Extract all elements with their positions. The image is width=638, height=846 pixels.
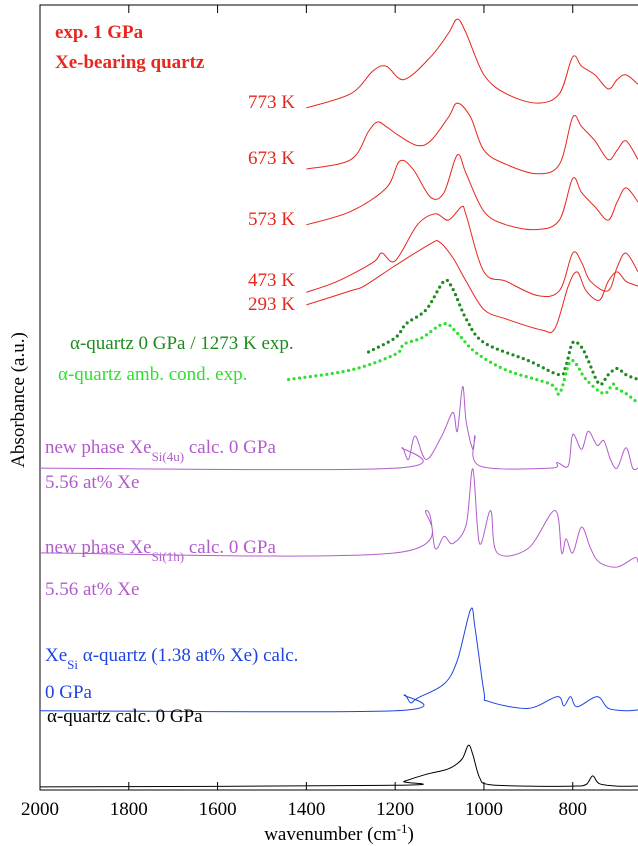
annotation-part: α-quartz calc. 0 GPa [47,706,203,727]
annotation: 773 K [248,92,295,113]
spectrum [306,18,638,109]
annotation: 5.56 at% Xe [45,472,139,493]
y-axis-label: Absorbance (a.u.) [8,332,29,468]
spectrum [39,607,638,713]
spectrum [306,153,638,231]
x-axis-label: wavenumber (cm-1) [264,821,414,846]
spectrum [39,744,638,788]
x-tick-label: 1400 [287,799,325,820]
annotation: 0 GPa [45,682,93,703]
annotation: 673 K [248,148,295,169]
annotation: new phase XeSi(4u) calc. 0 GPa [45,437,276,464]
annotation: exp. 1 GPa [55,22,144,43]
annotation: 5.56 at% Xe [45,579,139,600]
annotation-part: Si [67,657,78,672]
dotted-spectrum [287,322,638,405]
annotation: 573 K [248,209,295,230]
annotation: Xe-bearing quartz [55,52,205,73]
annotation-part: 5.56 at% Xe [45,472,139,493]
spectrum [39,468,638,568]
x-tick-label: 1200 [376,799,414,820]
x-tick-label: 1800 [110,799,148,820]
annotation: α-quartz 0 GPa / 1273 K exp. [70,333,294,354]
annotation-part: Xe-bearing quartz [55,52,205,73]
x-tick-label: 1000 [465,799,503,820]
annotation-part: 773 K [248,92,295,113]
annotation: XeSi α-quartz (1.38 at% Xe) calc. [45,645,298,672]
annotation: α-quartz amb. cond. exp. [58,364,247,385]
annotation: 293 K [248,294,295,315]
x-axis-label-part: -1 [397,821,408,836]
annotation-part: 5.56 at% Xe [45,579,139,600]
annotation-part: α-quartz amb. cond. exp. [58,364,247,385]
dotted-spectrum [366,278,638,387]
annotation-part: Si(4u) [152,449,185,464]
x-tick-label: 1600 [199,799,237,820]
annotation-part: Si(1h) [152,549,185,564]
annotation-part: α-quartz (1.38 at% Xe) calc. [78,645,298,666]
annotation-part: Xe [45,645,67,666]
spectrum [306,102,638,175]
spectrum [39,386,638,471]
x-tick-label: 800 [558,799,587,820]
x-axis-label-part: wavenumber (cm [264,824,397,845]
spectrum [306,205,638,298]
annotation-part: new phase Xe [45,437,152,458]
annotation-part: 473 K [248,270,295,291]
annotation-part: calc. 0 GPa [184,537,276,558]
annotation: 473 K [248,270,295,291]
x-tick-label: 2000 [21,799,59,820]
annotation: new phase XeSi(1h) calc. 0 GPa [45,537,276,564]
spectrum [306,239,638,334]
annotation-part: 293 K [248,294,295,315]
annotation-part: exp. 1 GPa [55,22,144,43]
annotation: α-quartz calc. 0 GPa [47,706,203,727]
annotation-part: new phase Xe [45,537,152,558]
annotation-part: calc. 0 GPa [184,437,276,458]
annotation-part: 0 GPa [45,682,93,703]
annotation-part: 673 K [248,148,295,169]
annotation-part: 573 K [248,209,295,230]
annotation-part: α-quartz 0 GPa / 1273 K exp. [70,333,294,354]
x-axis-label-part: ) [407,824,413,845]
plot-frame [39,4,638,791]
